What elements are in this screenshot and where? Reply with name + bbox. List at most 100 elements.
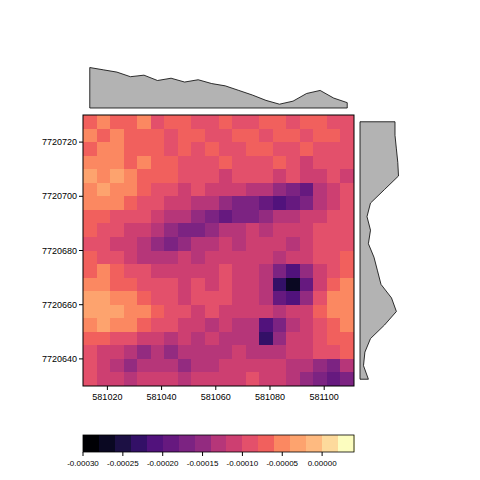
x-tick-label: 581040 xyxy=(147,392,177,402)
cell xyxy=(83,183,97,197)
cell xyxy=(137,305,151,319)
cell xyxy=(110,264,124,278)
cell xyxy=(124,278,138,292)
cell xyxy=(110,372,124,386)
cell xyxy=(178,156,192,170)
cell xyxy=(327,237,341,251)
cell xyxy=(97,305,111,319)
cell xyxy=(137,115,151,129)
cell xyxy=(286,291,300,305)
cell xyxy=(110,129,124,143)
cell xyxy=(313,129,327,143)
cell xyxy=(300,318,314,332)
cell xyxy=(124,129,138,143)
cell xyxy=(205,318,219,332)
cell xyxy=(191,318,205,332)
cell xyxy=(178,278,192,292)
cell xyxy=(259,115,273,129)
colorbar-swatch xyxy=(99,435,115,452)
cell xyxy=(313,359,327,373)
cell xyxy=(219,318,233,332)
cell xyxy=(178,359,192,373)
cell xyxy=(97,156,111,170)
cell xyxy=(191,251,205,265)
cell xyxy=(164,359,178,373)
cell xyxy=(151,115,165,129)
cell xyxy=(137,142,151,156)
cell xyxy=(273,196,287,210)
colorbar-tick-label: -0.00005 xyxy=(266,459,298,468)
cell xyxy=(327,196,341,210)
cell xyxy=(178,291,192,305)
cell xyxy=(205,237,219,251)
cell xyxy=(191,156,205,170)
colorbar-swatch xyxy=(115,435,131,452)
cell xyxy=(232,359,246,373)
cell xyxy=(286,332,300,346)
cell xyxy=(164,196,178,210)
cell xyxy=(340,318,354,332)
cell xyxy=(124,142,138,156)
cell xyxy=(300,237,314,251)
cell xyxy=(232,305,246,319)
cell xyxy=(232,210,246,224)
cell xyxy=(246,237,260,251)
cell xyxy=(124,210,138,224)
cell xyxy=(232,264,246,278)
cell xyxy=(124,156,138,170)
cell xyxy=(191,278,205,292)
cell xyxy=(83,115,97,129)
cell xyxy=(110,318,124,332)
cell xyxy=(205,196,219,210)
cell xyxy=(300,305,314,319)
cell xyxy=(286,237,300,251)
cell xyxy=(340,345,354,359)
cell xyxy=(219,156,233,170)
cell xyxy=(191,169,205,183)
cell xyxy=(232,183,246,197)
cell xyxy=(205,251,219,265)
cell xyxy=(327,142,341,156)
cell xyxy=(97,359,111,373)
cell xyxy=(259,305,273,319)
cell xyxy=(340,251,354,265)
cell xyxy=(205,210,219,224)
y-tick xyxy=(79,142,83,143)
cell xyxy=(137,251,151,265)
cell xyxy=(273,115,287,129)
cell xyxy=(286,264,300,278)
cell xyxy=(191,305,205,319)
cell xyxy=(205,305,219,319)
cell xyxy=(219,129,233,143)
cell xyxy=(259,196,273,210)
cell xyxy=(191,264,205,278)
cell xyxy=(151,372,165,386)
cell xyxy=(259,372,273,386)
cell xyxy=(205,372,219,386)
cell xyxy=(151,278,165,292)
cell xyxy=(191,115,205,129)
cell xyxy=(313,142,327,156)
cell xyxy=(151,251,165,265)
cell xyxy=(219,372,233,386)
cell xyxy=(273,278,287,292)
cell xyxy=(300,223,314,237)
cell xyxy=(327,223,341,237)
cell xyxy=(178,169,192,183)
cell xyxy=(110,345,124,359)
cell xyxy=(110,196,124,210)
cell xyxy=(219,305,233,319)
cell xyxy=(327,291,341,305)
cell xyxy=(327,115,341,129)
cell xyxy=(83,156,97,170)
colorbar-tick-label: -0.00015 xyxy=(187,459,219,468)
cell xyxy=(273,305,287,319)
cell xyxy=(110,183,124,197)
cell xyxy=(164,169,178,183)
cell xyxy=(232,332,246,346)
cell xyxy=(191,210,205,224)
cell xyxy=(205,142,219,156)
cell xyxy=(246,169,260,183)
cell xyxy=(327,345,341,359)
cell xyxy=(327,278,341,292)
